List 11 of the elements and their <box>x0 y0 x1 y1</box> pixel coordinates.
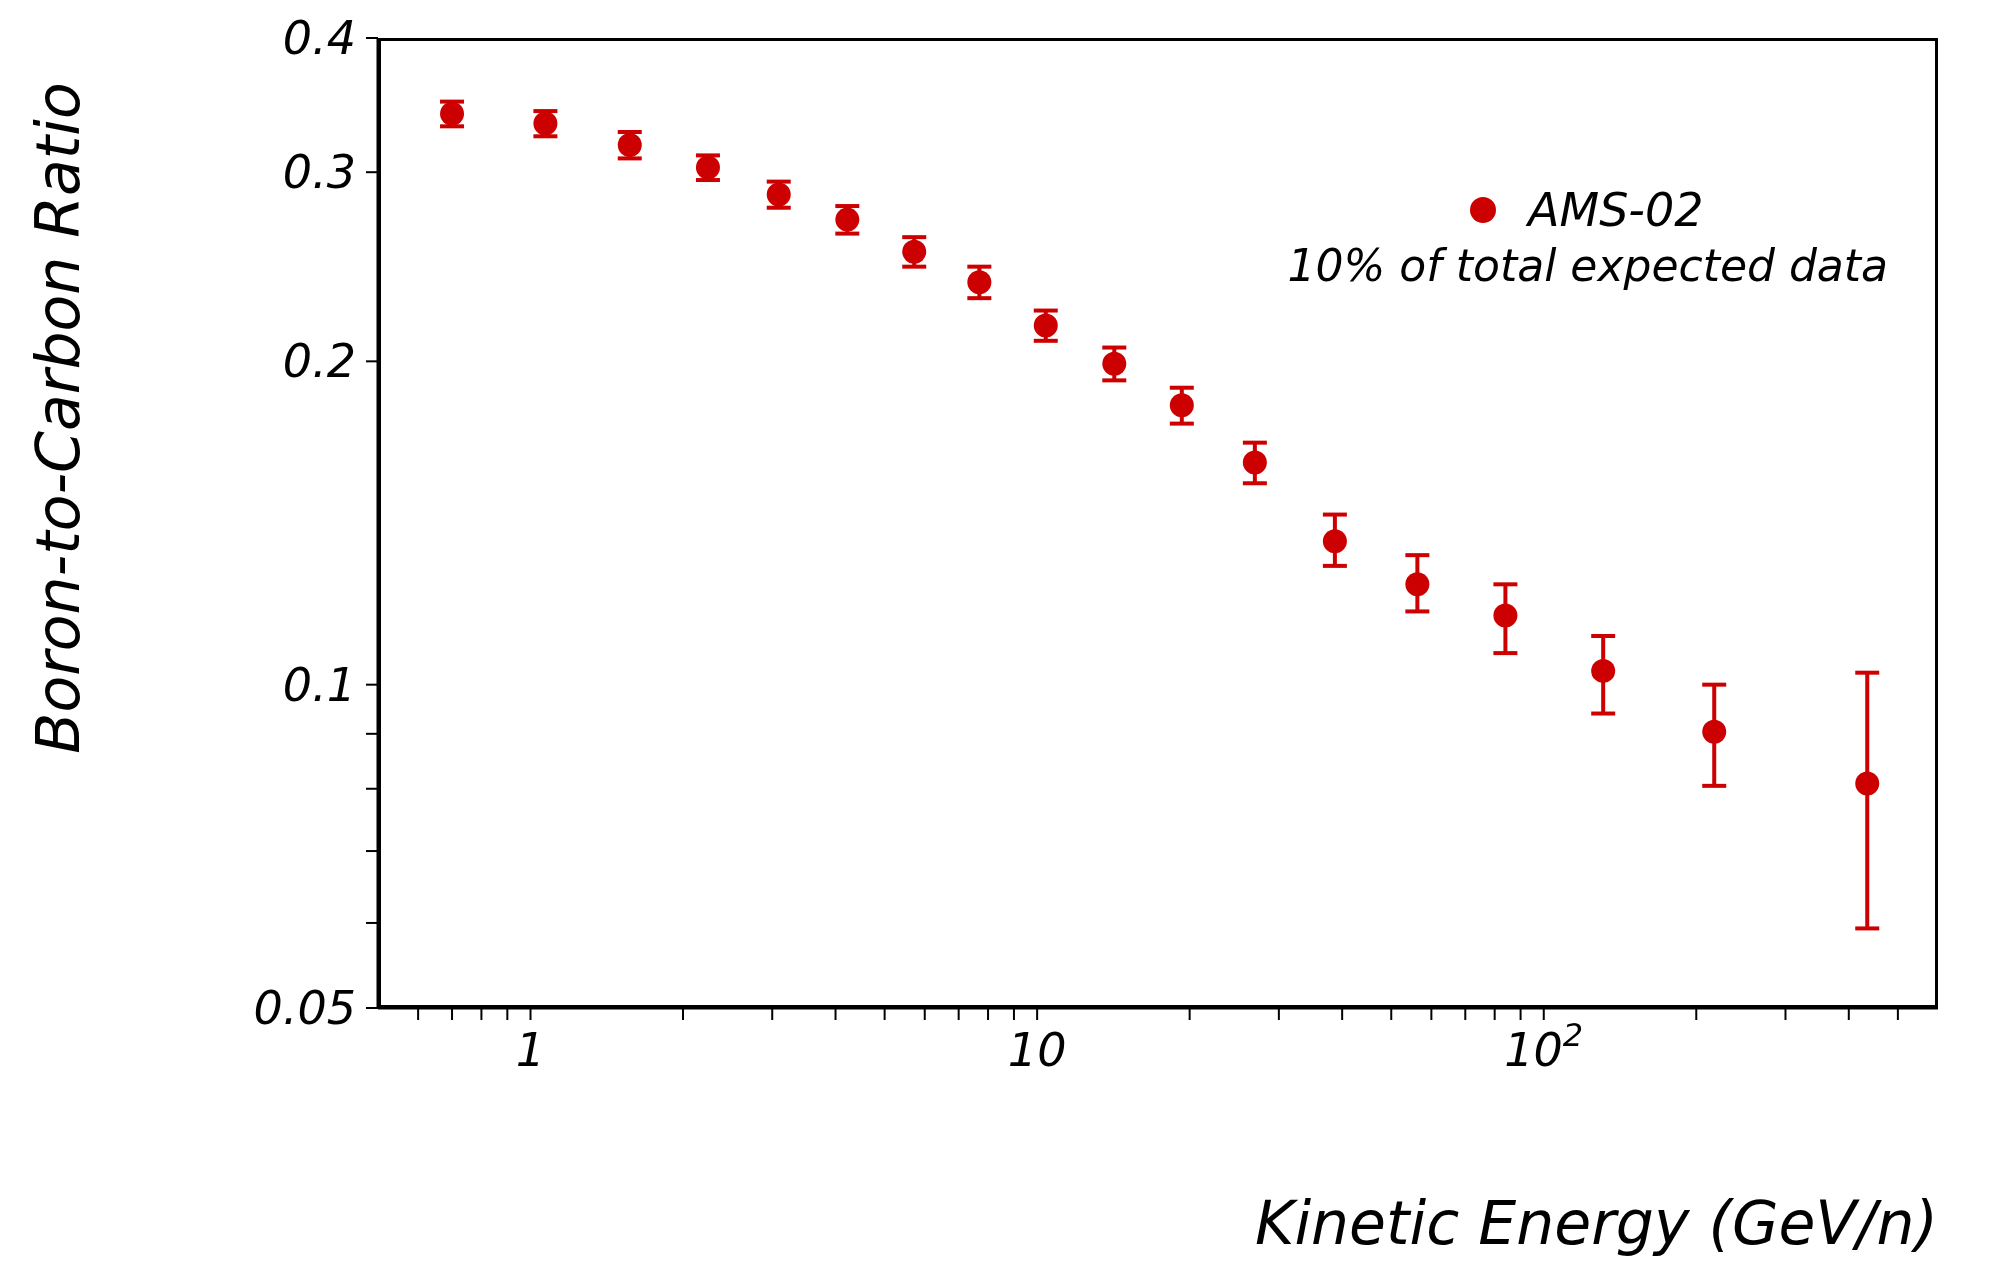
y-tick-label: 0.4 <box>282 11 356 65</box>
x-tick-label: 10$^{2}$ <box>1504 1016 1584 1077</box>
x-axis-title: Kinetic Energy (GeV/n) <box>1255 1188 1938 1258</box>
y-tick-label: 0.1 <box>282 657 356 712</box>
y-tick-label: 0.2 <box>282 334 356 389</box>
y-tick-label: 0.05 <box>253 981 356 1035</box>
x-tick-label: 10 <box>1007 1023 1067 1077</box>
y-tick-label: 0.3 <box>282 145 356 200</box>
x-tick-label: 1 <box>515 1023 546 1077</box>
annotation: 10% of total expected data <box>1287 240 1888 291</box>
y-axis-title: Boron-to-Carbon Ratio <box>23 82 93 754</box>
